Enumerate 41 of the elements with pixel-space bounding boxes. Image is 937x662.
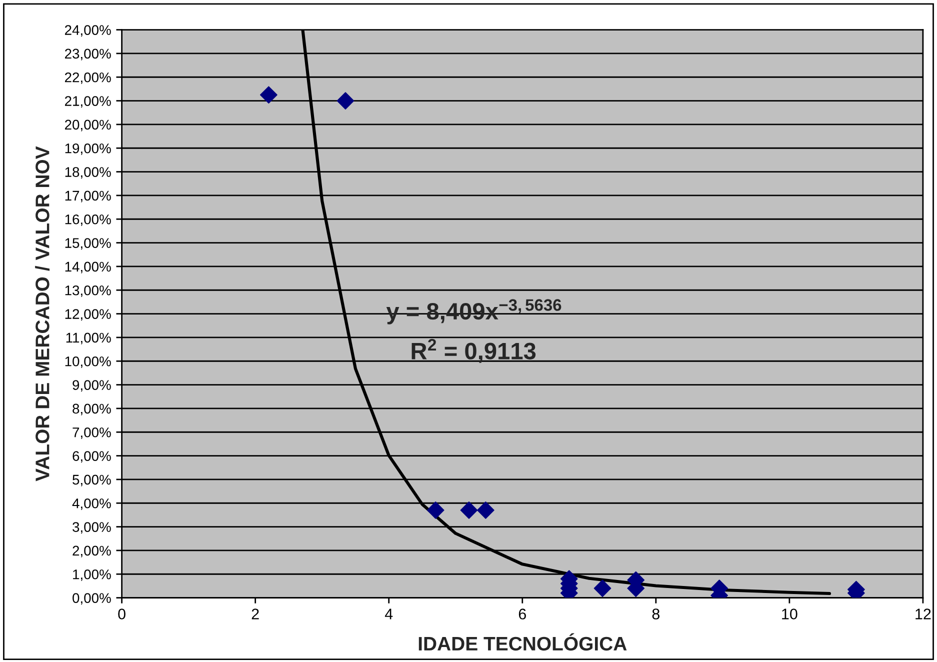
y-tick-label: 15,00% xyxy=(65,238,111,250)
y-tick-label: 22,00% xyxy=(64,72,111,84)
y-tick-label: 8,00% xyxy=(72,404,111,416)
point xyxy=(460,502,478,519)
y-tick-label: 21,00% xyxy=(64,96,111,108)
x-tick-label: 10 xyxy=(782,608,798,620)
y-tick-label: 13,00% xyxy=(65,285,111,297)
y-tick-label: 23,00% xyxy=(64,48,111,60)
x-tick-label: 6 xyxy=(518,608,526,620)
y-tick-label: 5,00% xyxy=(72,474,111,486)
y-tick-label: 0,00% xyxy=(72,593,111,605)
y-tick-label: 17,00% xyxy=(65,190,111,202)
y-tick-label: 12,00% xyxy=(65,309,111,321)
x-tick-label: 2 xyxy=(252,608,259,620)
x-tick-label: 4 xyxy=(384,608,393,620)
point xyxy=(336,92,354,110)
y-tick-label: 1,00% xyxy=(73,569,111,581)
y-tick-label: 11,00% xyxy=(66,332,111,344)
y-tick-label: 7,00% xyxy=(72,427,111,439)
point xyxy=(594,580,612,597)
y-tick-label: 9,00% xyxy=(72,380,111,392)
y-tick-label: 19,00% xyxy=(65,143,111,155)
y-tick-label: 20,00% xyxy=(64,120,111,132)
y-axis-title: VALOR DE MERCADO / VALOR NOV xyxy=(35,146,50,482)
y-tick-label: 18,00% xyxy=(65,167,111,179)
y-tick-label: 24,00% xyxy=(64,25,111,37)
y-tick-label: 14,00% xyxy=(65,262,111,274)
x-tick-label: 0 xyxy=(118,608,126,620)
y-tick-label: 4,00% xyxy=(72,498,111,510)
point xyxy=(426,502,444,519)
y-tick-label: 3,00% xyxy=(72,522,111,534)
y-tick-label: 6,00% xyxy=(72,451,111,463)
x-tick-label: 12 xyxy=(916,608,931,620)
y-tick-label: 2,00% xyxy=(72,546,111,558)
point xyxy=(260,86,278,104)
y-tick-label: 10,00% xyxy=(65,356,111,368)
x-axis-title: IDADE TECNOLÓGICA xyxy=(418,633,627,651)
point xyxy=(476,502,494,519)
annotation: R$^{2}$ = 0,9113 xyxy=(412,338,536,363)
y-tick-label: 16,00% xyxy=(65,214,111,226)
x-tick-label: 8 xyxy=(652,608,660,620)
